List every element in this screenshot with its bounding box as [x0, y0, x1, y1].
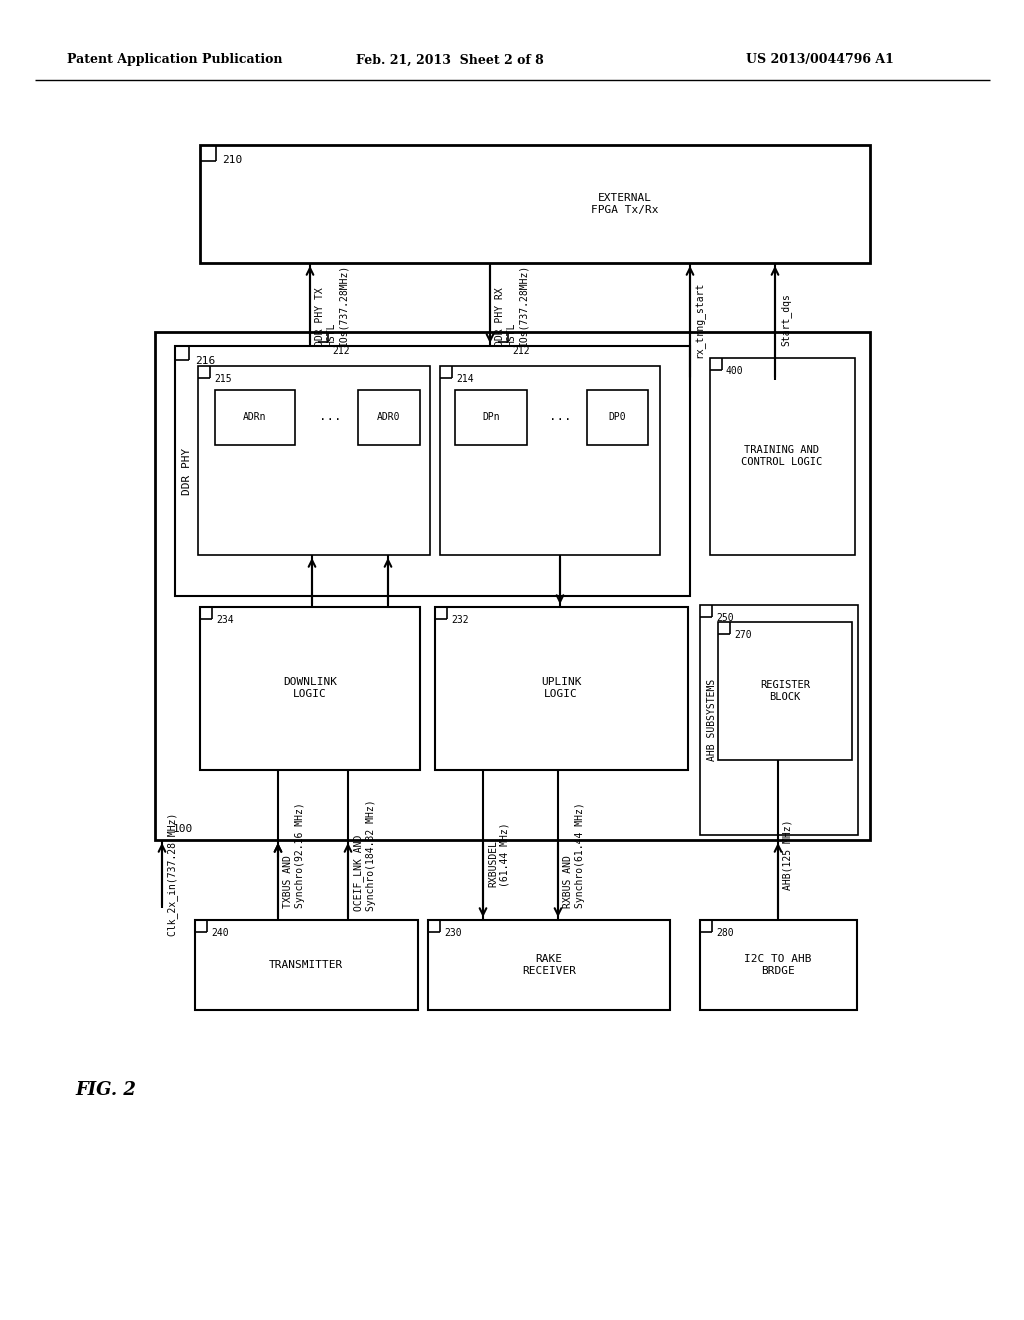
- Bar: [175, 346, 690, 597]
- Text: 270: 270: [734, 630, 752, 640]
- Text: EXTERNAL
FPGA Tx/Rx: EXTERNAL FPGA Tx/Rx: [591, 193, 658, 215]
- Text: ADR0: ADR0: [377, 412, 400, 422]
- Text: Start_dqs: Start_dqs: [780, 293, 791, 346]
- Text: DOWNLINK
LOGIC: DOWNLINK LOGIC: [283, 677, 337, 698]
- Text: TRAINING AND
CONTROL LOGIC: TRAINING AND CONTROL LOGIC: [741, 445, 822, 467]
- Text: DP0: DP0: [608, 412, 626, 422]
- Text: 280: 280: [716, 928, 733, 939]
- Bar: [718, 622, 852, 760]
- Bar: [700, 920, 857, 1010]
- Text: RAKE
RECEIVER: RAKE RECEIVER: [522, 954, 575, 975]
- Text: FIG. 2: FIG. 2: [75, 1081, 136, 1100]
- Bar: [587, 389, 648, 445]
- Text: OCEIF_LNK AND
Synchro(184.32 MHz): OCEIF_LNK AND Synchro(184.32 MHz): [353, 799, 376, 911]
- Text: ...: ...: [549, 411, 571, 424]
- Text: ...: ...: [318, 411, 341, 424]
- Text: rx_trng_start: rx_trng_start: [695, 281, 706, 358]
- Text: 210: 210: [222, 154, 243, 165]
- Bar: [198, 366, 430, 554]
- Text: AHB SUBSYSTEMS: AHB SUBSYSTEMS: [707, 678, 717, 762]
- Text: 400: 400: [726, 366, 743, 376]
- Text: 250: 250: [716, 612, 733, 623]
- Text: 240: 240: [211, 928, 228, 939]
- Text: I2C TO AHB
BRDGE: I2C TO AHB BRDGE: [744, 954, 812, 975]
- Text: AHB(125 MHz): AHB(125 MHz): [783, 820, 793, 890]
- Bar: [155, 333, 870, 840]
- Text: 232: 232: [451, 615, 469, 624]
- Text: 212: 212: [332, 346, 349, 356]
- Bar: [215, 389, 295, 445]
- Text: TXBUS AND
Synchro(92.16 MHz): TXBUS AND Synchro(92.16 MHz): [283, 803, 304, 908]
- Text: US 2013/0044796 A1: US 2013/0044796 A1: [746, 54, 894, 66]
- Bar: [200, 607, 420, 770]
- Text: Clk_2x_in(737.28 MHz): Clk_2x_in(737.28 MHz): [167, 812, 178, 936]
- Bar: [435, 607, 688, 770]
- Text: DDR PHY TX
HSTL
IOs(737.28MHz): DDR PHY TX HSTL IOs(737.28MHz): [315, 264, 348, 346]
- Text: RXBUSDEL
(61.44 MHz): RXBUSDEL (61.44 MHz): [488, 822, 510, 887]
- Bar: [440, 366, 660, 554]
- Bar: [710, 358, 855, 554]
- Text: DPn: DPn: [482, 412, 500, 422]
- Bar: [358, 389, 420, 445]
- Text: 234: 234: [216, 615, 233, 624]
- Bar: [200, 145, 870, 263]
- Text: 100: 100: [173, 824, 194, 834]
- Text: ADRn: ADRn: [244, 412, 266, 422]
- Text: DDR PHY RX
HSTL
IOs(737.28MHz): DDR PHY RX HSTL IOs(737.28MHz): [495, 264, 528, 346]
- Bar: [700, 605, 858, 836]
- Text: TRANSMITTER: TRANSMITTER: [269, 960, 343, 970]
- Bar: [455, 389, 527, 445]
- Text: Feb. 21, 2013  Sheet 2 of 8: Feb. 21, 2013 Sheet 2 of 8: [356, 54, 544, 66]
- Text: 212: 212: [512, 346, 529, 356]
- Text: REGISTER
BLOCK: REGISTER BLOCK: [760, 680, 810, 702]
- Text: Patent Application Publication: Patent Application Publication: [68, 54, 283, 66]
- Text: UPLINK
LOGIC: UPLINK LOGIC: [541, 677, 582, 698]
- Text: 214: 214: [456, 374, 474, 384]
- Text: DDR PHY: DDR PHY: [182, 447, 193, 495]
- Text: 216: 216: [195, 356, 215, 366]
- Bar: [428, 920, 670, 1010]
- Text: 230: 230: [444, 928, 462, 939]
- Text: 215: 215: [214, 374, 231, 384]
- Text: RXBUS AND
Synchro(61.44 MHz): RXBUS AND Synchro(61.44 MHz): [563, 803, 585, 908]
- Bar: [195, 920, 418, 1010]
